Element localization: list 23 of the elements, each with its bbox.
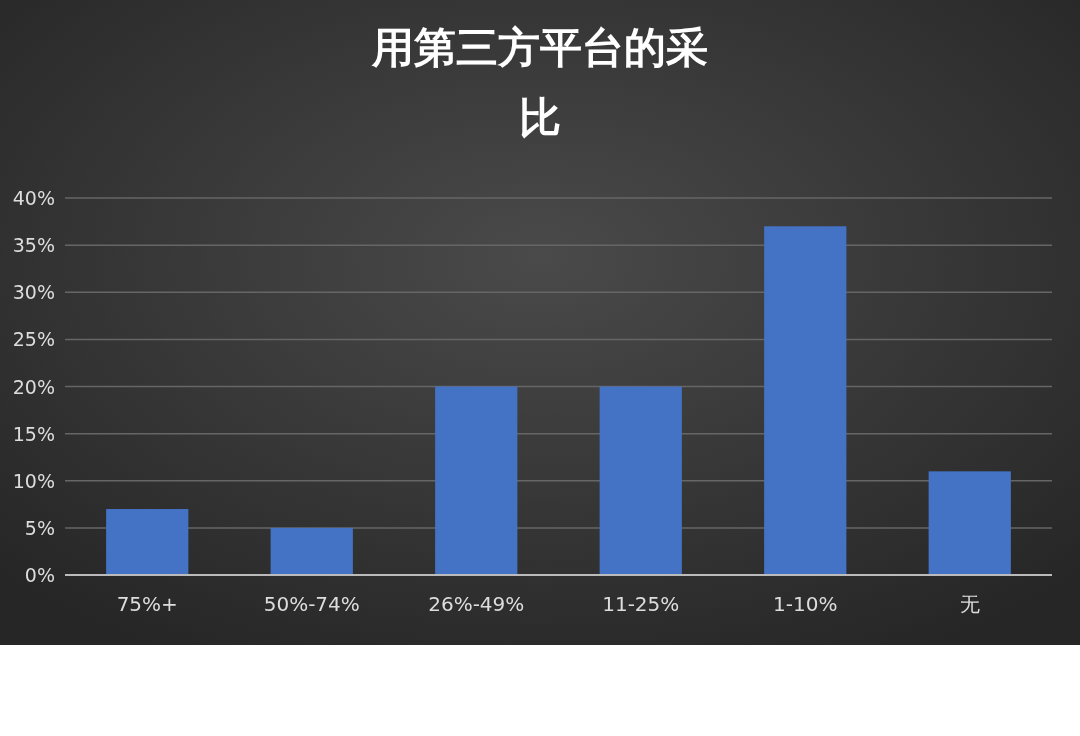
x-tick-label: 26%-49% bbox=[428, 592, 525, 616]
bar bbox=[764, 226, 847, 575]
bar bbox=[106, 509, 189, 575]
y-tick-label: 40% bbox=[12, 187, 55, 209]
y-tick-label: 35% bbox=[12, 234, 55, 257]
x-tick-label: 75%+ bbox=[116, 592, 178, 616]
y-tick-label: 20% bbox=[12, 375, 55, 398]
x-tick-label: 无 bbox=[959, 592, 980, 616]
bar bbox=[270, 527, 353, 575]
x-tick-label: 1-10% bbox=[773, 592, 838, 616]
x-tick-label: 11-25% bbox=[602, 592, 680, 616]
chart-title: 用第三方平台的采 bbox=[371, 23, 708, 72]
y-tick-label: 5% bbox=[24, 516, 55, 539]
y-tick-label: 15% bbox=[12, 422, 55, 445]
y-tick-label: 30% bbox=[12, 281, 55, 304]
y-tick-label: 10% bbox=[12, 469, 55, 492]
chart-subtitle: 比 bbox=[519, 93, 561, 142]
bar bbox=[928, 471, 1011, 575]
y-tick-label: 25% bbox=[12, 328, 55, 351]
x-tick-label: 50%-74% bbox=[263, 592, 360, 616]
bar bbox=[599, 386, 682, 575]
y-tick-label: 0% bbox=[24, 564, 55, 586]
bar bbox=[435, 386, 518, 575]
